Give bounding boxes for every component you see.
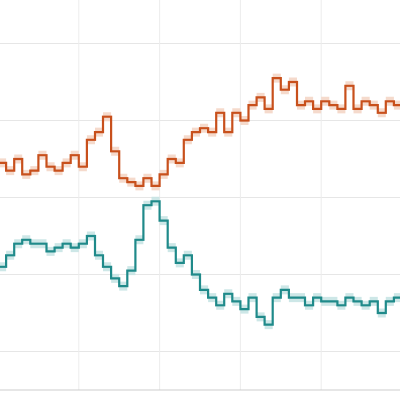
series-1-band [0, 196, 400, 330]
chart-grid [0, 0, 400, 390]
series-0-line [0, 77, 400, 187]
series-lines [0, 77, 400, 326]
series-1-line [0, 200, 400, 326]
